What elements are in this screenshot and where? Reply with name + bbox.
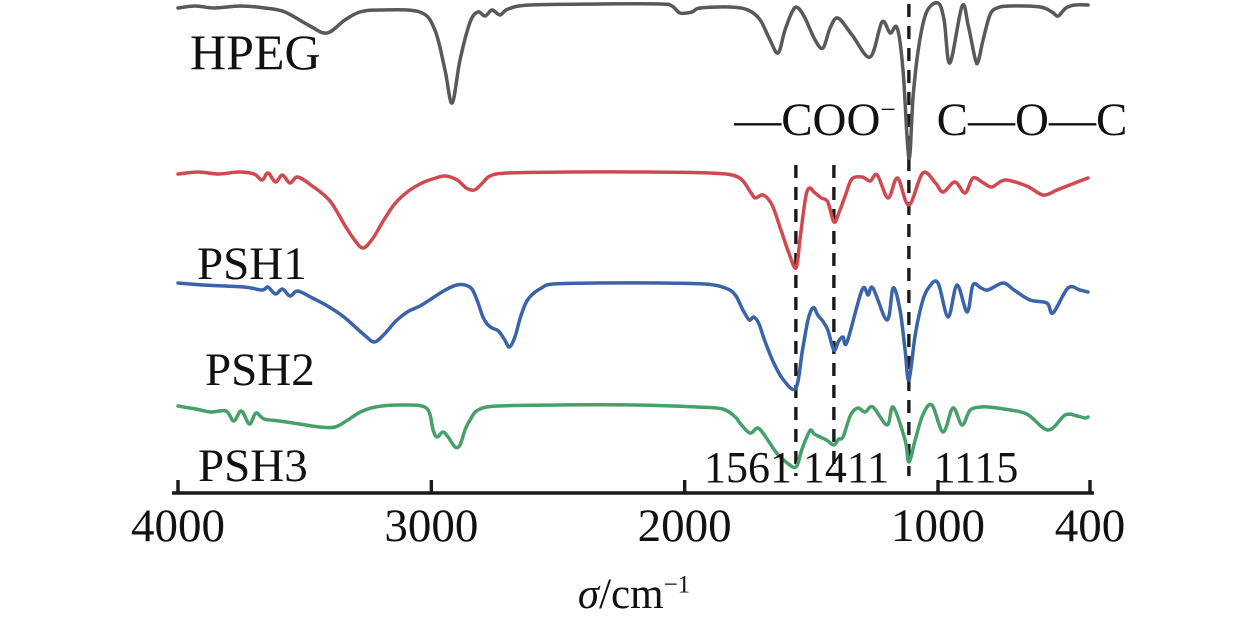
peak-label-1115: 1115 [933, 443, 1019, 492]
x-tick-label-400: 400 [1054, 500, 1126, 552]
x-axis-exponent: −1 [663, 571, 691, 599]
annotation-coo-text: —COO [734, 94, 881, 146]
x-tick-label-3000: 3000 [384, 500, 479, 552]
x-axis-unit: /cm [599, 571, 664, 618]
x-tick-label-2000: 2000 [637, 500, 732, 552]
annotation-coo-superscript: − [880, 94, 896, 125]
series-label-psh2: PSH2 [205, 344, 315, 396]
trace-psh1 [176, 170, 1090, 270]
trace-hpeg [176, 0, 1090, 160]
series-label-psh1: PSH1 [197, 238, 307, 290]
trace-psh3 [176, 402, 1090, 470]
x-axis-symbol: σ [577, 571, 600, 618]
series-label-psh3: PSH3 [198, 440, 308, 492]
annotation-coc-band: C—O—C [936, 94, 1128, 146]
annotation-coo-band: —COO− [734, 94, 896, 146]
x-tick-label-1000: 1000 [891, 500, 985, 552]
trace-psh2 [176, 279, 1090, 392]
peak-label-1561: 1561 [704, 443, 792, 492]
x-tick-label-4000: 4000 [131, 500, 225, 552]
x-axis-title: σ/cm−1 [578, 573, 690, 616]
peak-label-1411: 1411 [802, 443, 890, 492]
series-label-hpeg: HPEG [190, 24, 321, 80]
